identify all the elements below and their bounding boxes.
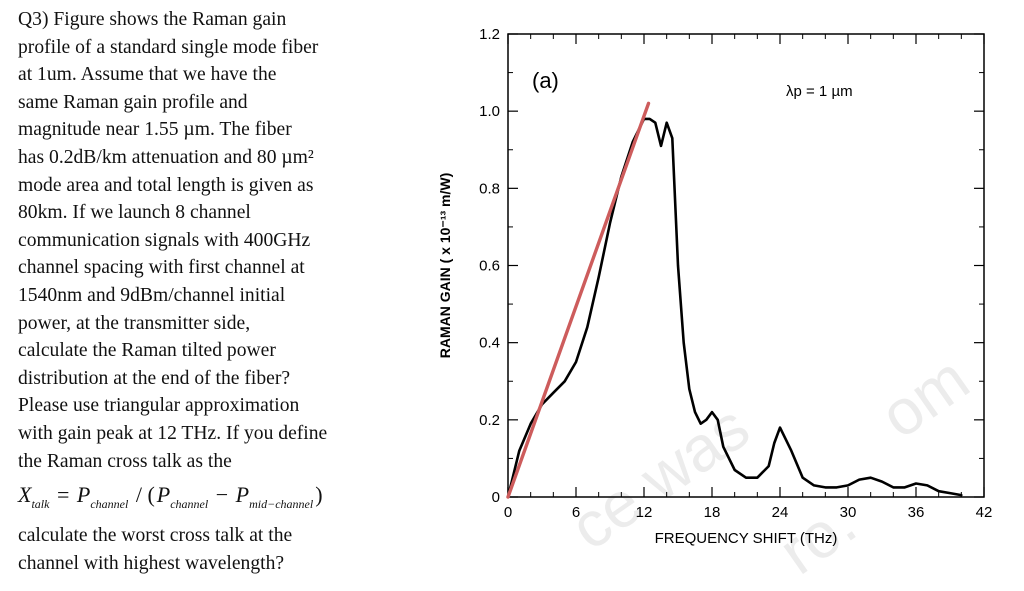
x-axis-label: FREQUENCY SHIFT (THz) [655,530,838,547]
pump-wavelength-annotation: λp = 1 µm [786,83,853,100]
question-line: Q3) Figure shows the Raman gain [18,9,287,30]
y-tick-label: 1.2 [479,26,500,43]
question-line: at 1um. Assume that we have the [18,64,277,86]
question-text: Q3) Figure shows the Raman gain profile … [18,6,418,475]
question-tail-line: channel with highest wavelength? [18,552,285,574]
plot-frame [507,33,985,498]
question-line: 80km. If we launch 8 channel [18,202,251,224]
formula-p3: P [235,482,250,507]
question-line: 1540nm and 9dBm/channel initial [18,284,286,306]
question-line: communication signals with 400GHz [18,229,311,251]
question-line: Please use triangular approximation [18,395,300,417]
question-line: calculate the Raman tilted power [18,340,276,362]
formula-slash: / ( [135,482,155,507]
formula-eq: = [56,482,70,507]
question-line: same Raman gain profile and [18,91,248,113]
y-tick-label: 0.6 [479,258,500,275]
formula-p1: P [76,482,91,507]
triangular-approximation-line [506,101,651,499]
question-line: mode area and total length is given as [18,174,314,196]
x-tick-label: 30 [840,504,857,521]
formula-p1-sub: channel [90,497,129,511]
question-line: the Raman cross talk as the [18,450,232,472]
question-line: magnitude near 1.55 µm. The fiber [18,119,292,141]
question-line: channel spacing with first channel at [18,257,305,279]
formula-p2-sub: channel [170,497,209,511]
raman-gain-curve [506,117,963,499]
question-tail: calculate the worst cross talk at the ch… [18,522,418,577]
formula-close: ) [315,482,323,507]
question-line: with gain peak at 12 THz. If you define [18,422,328,444]
x-tick-label: 18 [704,504,721,521]
x-tick-label: 42 [976,504,993,521]
question-line: profile of a standard single mode fiber [18,36,319,58]
y-tick-label: 0.2 [479,412,500,429]
formula-p2: P [156,482,171,507]
x-tick-label: 24 [772,504,789,521]
question-tail-line: calculate the worst cross talk at the [18,525,293,546]
question-line: distribution at the end of the fiber? [18,367,291,389]
x-tick-label: 0 [504,504,512,521]
formula-p3-sub: mid−channel [249,497,314,511]
x-tick-label: 36 [908,504,925,521]
formula-minus: − [215,482,229,507]
y-tick-label: 0.8 [479,180,500,197]
formula-x: X [18,482,32,507]
y-tick-label: 0.4 [479,335,500,352]
y-tick-label: 0 [492,489,500,506]
formula-x-sub: talk [31,497,50,511]
y-tick-label: 1.0 [479,103,500,120]
y-axis-label: RAMAN GAIN ( x 10⁻¹³ m/W) [437,173,453,359]
panel-label: (a) [532,68,559,93]
x-tick-label: 6 [572,504,580,521]
x-tick-label: 12 [636,504,653,521]
crosstalk-formula: Xtalk = Pchannel / (Pchannel − Pmid−chan… [18,482,325,522]
question-line: power, at the transmitter side, [18,312,251,334]
question-line: has 0.2dB/km attenuation and 80 µm² [18,146,314,168]
